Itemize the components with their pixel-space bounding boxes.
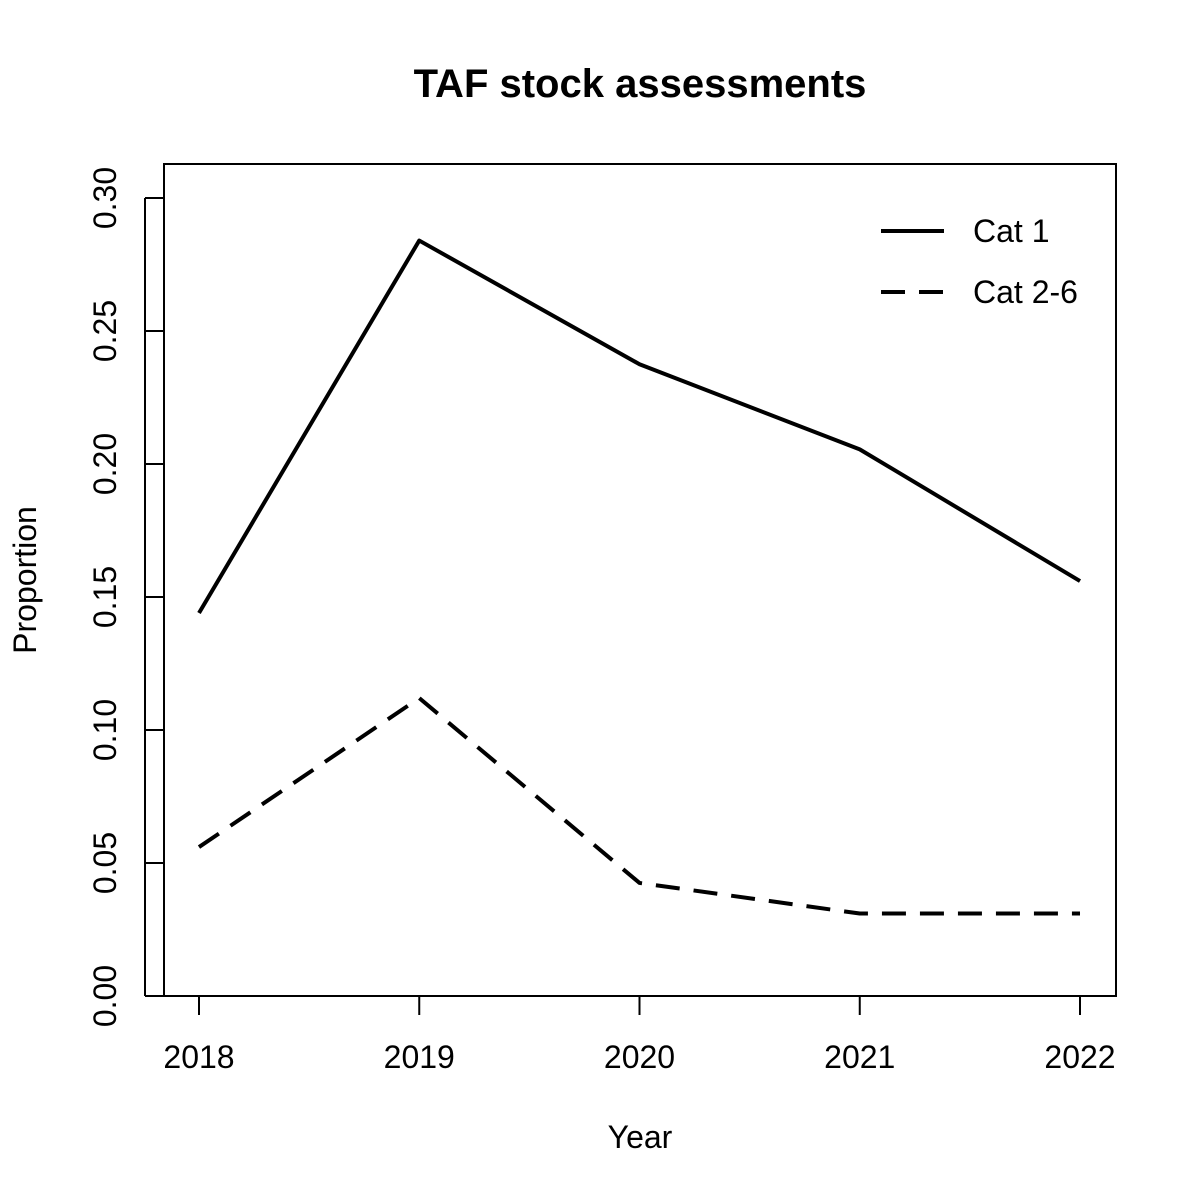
x-tick-label: 2021 [824, 1039, 895, 1075]
x-tick-label: 2020 [604, 1039, 675, 1075]
y-tick-label: 0.25 [87, 300, 123, 362]
y-tick-label: 0.15 [87, 566, 123, 628]
x-axis: 2018 2019 2020 2021 2022 [163, 995, 1116, 1075]
y-tick-label: 0.05 [87, 832, 123, 894]
y-axis: 0.00 0.05 0.10 0.15 0.20 0.25 0.30 [87, 167, 164, 1027]
x-tick-label: 2019 [384, 1039, 455, 1075]
chart-title: TAF stock assessments [414, 62, 867, 106]
y-tick-label: 0.10 [87, 699, 123, 761]
legend-label-cat-2-6: Cat 2-6 [973, 274, 1078, 310]
y-tick-label: 0.30 [87, 167, 123, 229]
y-tick-label: 0.00 [87, 965, 123, 1027]
series-group [197, 238, 1082, 916]
y-tick-label: 0.20 [87, 433, 123, 495]
legend-label-cat-1: Cat 1 [973, 213, 1049, 249]
series-line-cat-1 [197, 238, 1082, 614]
x-tick-label: 2018 [163, 1039, 234, 1075]
x-axis-label: Year [608, 1119, 673, 1155]
x-tick-label: 2022 [1044, 1039, 1115, 1075]
series-line-cat-2-6 [197, 696, 1080, 916]
legend: Cat 1 Cat 2-6 [881, 213, 1078, 310]
y-axis-label: Proportion [7, 506, 43, 654]
